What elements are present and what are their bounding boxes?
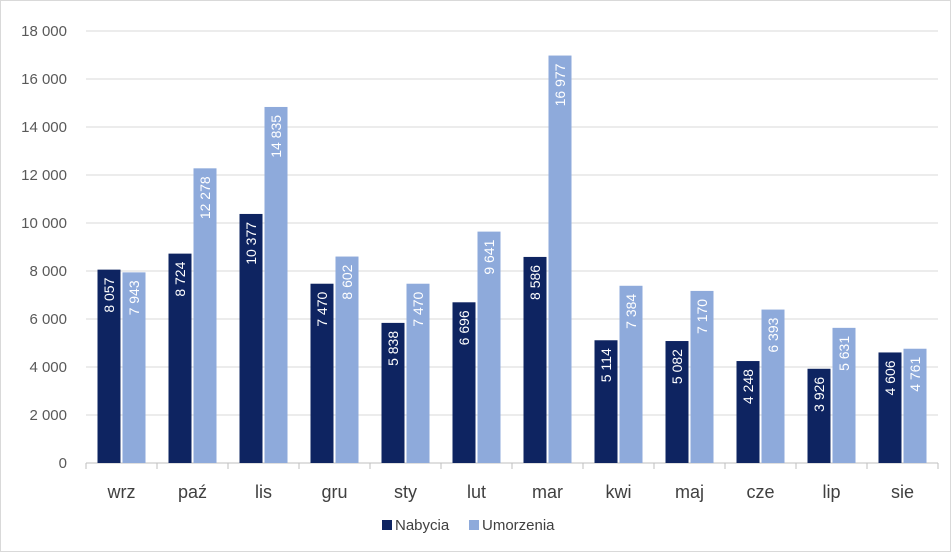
bar-nabycia <box>452 302 476 463</box>
y-tick-label: 8 000 <box>29 263 67 280</box>
bar-nabycia <box>878 352 902 463</box>
data-label: 14 835 <box>268 115 284 158</box>
data-label: 4 606 <box>882 360 898 395</box>
x-tick-label: paź <box>178 482 207 502</box>
bar-nabycia <box>310 283 334 463</box>
bar-nabycia <box>594 340 618 463</box>
data-label: 6 393 <box>765 317 781 352</box>
bar-nabycia <box>381 322 405 463</box>
bar-umorzenia <box>122 272 146 463</box>
legend-label-umorzenia: Umorzenia <box>482 517 555 534</box>
bar-umorzenia <box>264 106 288 464</box>
y-tick-label: 12 000 <box>21 167 67 184</box>
bar-umorzenia <box>193 168 217 463</box>
data-label: 7 470 <box>314 292 330 327</box>
y-tick-label: 14 000 <box>21 119 67 136</box>
data-label: 8 586 <box>527 265 543 300</box>
y-tick-label: 16 000 <box>21 71 67 88</box>
x-tick-label: wrz <box>107 482 136 502</box>
bar-umorzenia <box>690 290 714 463</box>
data-label: 10 377 <box>243 222 259 265</box>
data-label: 3 926 <box>811 377 827 412</box>
bar-umorzenia <box>548 55 572 463</box>
legend-swatch-umorzenia <box>469 520 479 530</box>
data-label: 5 114 <box>598 348 614 382</box>
bar-nabycia <box>523 256 547 463</box>
bar-nabycia <box>736 361 760 463</box>
legend-label-nabycia: Nabycia <box>395 517 450 534</box>
data-label: 4 248 <box>740 369 756 404</box>
y-tick-label: 4 000 <box>29 359 67 376</box>
x-tick-label: cze <box>746 482 774 502</box>
x-tick-label: lis <box>255 482 272 502</box>
y-tick-label: 18 000 <box>21 23 67 40</box>
x-tick-label: lut <box>467 482 486 502</box>
x-tick-label: sie <box>891 482 914 502</box>
x-tick-label: kwi <box>606 482 632 502</box>
bar-umorzenia <box>406 283 430 463</box>
bar-umorzenia <box>903 348 927 463</box>
y-tick-label: 6 000 <box>29 311 67 328</box>
data-label: 7 470 <box>410 292 426 327</box>
data-label: 5 838 <box>385 331 401 366</box>
bar-nabycia <box>665 341 689 463</box>
y-tick-label: 10 000 <box>21 215 67 232</box>
x-tick-label: maj <box>675 482 704 502</box>
data-label: 5 631 <box>836 336 852 371</box>
data-label: 6 696 <box>456 310 472 345</box>
data-label: 7 943 <box>126 280 142 315</box>
bar-umorzenia <box>335 256 359 463</box>
bar-umorzenia <box>619 285 643 463</box>
data-label: 4 761 <box>907 357 923 392</box>
x-tick-label: lip <box>822 482 840 502</box>
bar-nabycia <box>807 368 831 463</box>
data-label: 12 278 <box>197 176 213 219</box>
data-label: 8 057 <box>101 277 117 312</box>
data-label: 7 170 <box>694 299 710 334</box>
bar-nabycia <box>97 269 121 463</box>
data-label: 9 641 <box>481 239 497 274</box>
x-tick-label: sty <box>394 482 417 502</box>
data-label: 5 082 <box>669 349 685 384</box>
y-tick-label: 0 <box>59 455 67 472</box>
bar-nabycia <box>168 253 192 463</box>
bar-nabycia <box>239 213 263 463</box>
bar-umorzenia <box>761 309 785 463</box>
bar-umorzenia <box>832 327 856 463</box>
y-tick-label: 2 000 <box>29 407 67 424</box>
data-label: 7 384 <box>623 294 639 329</box>
data-label: 16 977 <box>552 63 568 106</box>
data-label: 8 602 <box>339 264 355 299</box>
legend-swatch-nabycia <box>382 520 392 530</box>
x-tick-label: gru <box>321 482 347 502</box>
bar-umorzenia <box>477 231 501 463</box>
data-label: 8 724 <box>172 261 188 296</box>
x-tick-label: mar <box>532 482 563 502</box>
